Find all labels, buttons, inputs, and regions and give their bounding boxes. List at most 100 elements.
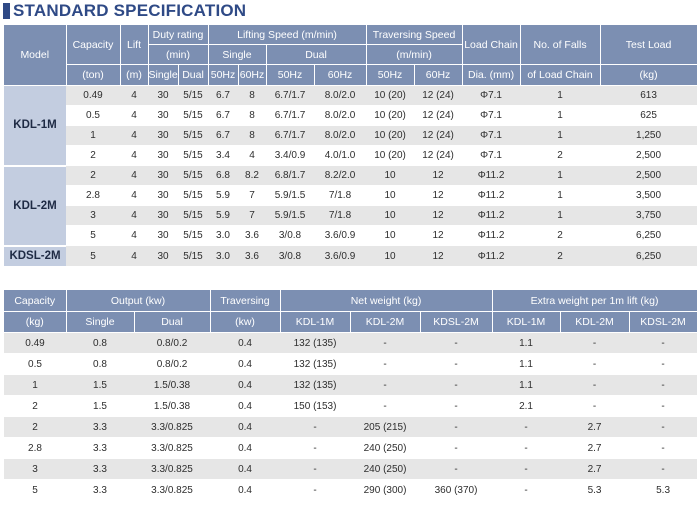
- model-cell: KDL-2M: [4, 165, 66, 247]
- weight-cell: 0.49: [4, 332, 66, 354]
- spec-cell: 8: [238, 125, 266, 146]
- weight-cell: -: [560, 353, 630, 375]
- weight-cell: -: [492, 458, 561, 480]
- weight-cell: 1: [4, 374, 66, 396]
- weight-cell: 2: [4, 416, 66, 438]
- spec-cell: 5.9: [208, 185, 238, 206]
- weight-cell: -: [492, 479, 561, 501]
- spec-cell: 5/15: [178, 225, 208, 246]
- weight-row: 0.5 0.8 0.8/0.2 0.4 132 (135) - -1.1- -: [4, 353, 698, 375]
- spec-cell: 30: [148, 125, 178, 146]
- header-duty-rating: Duty rating: [148, 25, 209, 45]
- w-header-traversing: Traversing: [210, 290, 281, 312]
- spec-cell: 30: [148, 105, 178, 126]
- weight-cell: -: [629, 395, 698, 417]
- weight-cell: 2.7: [560, 437, 630, 459]
- header-duty-unit: (min): [148, 44, 209, 65]
- spec-cell: 2: [520, 145, 601, 166]
- header-ts-unit: (m/min): [366, 44, 463, 65]
- spec-cell: 8.2/2.0: [314, 165, 367, 186]
- weight-cell: 240 (250): [350, 458, 421, 480]
- weight-cell: -: [280, 437, 351, 459]
- spec-cell: 3/0.8: [266, 225, 314, 246]
- spec-cell: 3.4: [208, 145, 238, 166]
- weight-row: 1 1.5 1.5/0.38 0.4 132 (135) - -1.1- -: [4, 374, 698, 396]
- header-falls-2: of Load Chain: [520, 64, 601, 86]
- weight-cell: 150 (153): [280, 395, 351, 417]
- spec-cell: 4: [120, 165, 148, 186]
- page-title: STANDARD SPECIFICATION: [13, 1, 247, 20]
- spec-cell: 5/15: [178, 165, 208, 186]
- header-capacity-unit: (ton): [66, 64, 121, 86]
- w-header-capacity: Capacity: [4, 290, 67, 312]
- weight-cell: 0.4: [210, 479, 281, 501]
- weight-cell: 132 (135): [280, 353, 351, 375]
- spec-cell: 30: [148, 205, 178, 226]
- weight-cell: -: [560, 374, 630, 396]
- spec-cell: 3: [66, 205, 120, 226]
- spec-cell: 6.7/1.7: [266, 85, 314, 106]
- w-header-out-dual: Dual: [134, 311, 211, 333]
- spec-cell: 7: [238, 185, 266, 206]
- spec-cell: 3.6/0.9: [314, 245, 367, 267]
- weight-cell: -: [280, 479, 351, 501]
- weight-cell: 1.1: [492, 332, 561, 354]
- weight-cell: -: [492, 416, 561, 438]
- spec-cell: 3.6/0.9: [314, 225, 367, 246]
- spec-cell: 12 (24): [414, 125, 463, 146]
- w-header-output: Output (kw): [66, 290, 211, 312]
- header-model: Model: [4, 25, 67, 86]
- spec-cell: 3.6: [238, 245, 266, 267]
- spec-cell: 7/1.8: [314, 205, 367, 226]
- weight-table-body: 0.49 0.8 0.8/0.2 0.4 132 (135) - -1.1- -0.5 0.8 0…: [4, 332, 698, 501]
- spec-cell: 1: [520, 205, 601, 226]
- w-header-capacity-unit: (kg): [4, 311, 67, 333]
- spec-cell: 10: [366, 245, 415, 267]
- spec-cell: Φ7.1: [462, 125, 521, 146]
- header-test-load: Test Load: [600, 25, 698, 65]
- weight-table: Capacity Output (kw) Traversing Net weig…: [4, 290, 698, 501]
- spec-cell: 625: [600, 105, 698, 126]
- weight-cell: 0.4: [210, 353, 281, 375]
- spec-cell: 12: [414, 185, 463, 206]
- weight-cell: -: [629, 437, 698, 459]
- spec-cell: 30: [148, 185, 178, 206]
- w-header-trav-unit: (kw): [210, 311, 281, 333]
- weight-cell: -: [350, 374, 421, 396]
- spec-cell: 6,250: [600, 225, 698, 246]
- weight-cell: 2.1: [492, 395, 561, 417]
- weight-cell: -: [280, 416, 351, 438]
- w-header-out-single: Single: [66, 311, 135, 333]
- weight-cell: -: [560, 332, 630, 354]
- header-ts-60hz: 60Hz: [414, 64, 463, 86]
- spec-cell: 5/15: [178, 205, 208, 226]
- weight-cell: 290 (300): [350, 479, 421, 501]
- spec-cell: 10 (20): [366, 105, 415, 126]
- header-ls-single-50hz: 50Hz: [208, 64, 239, 86]
- spec-row: 2 4 30 5/15 3.4 4 3.4/0.9 4.0/1.0 10 (20) 12 (24)…: [4, 145, 698, 166]
- spec-cell: 12: [414, 165, 463, 186]
- weight-cell: -: [420, 395, 493, 417]
- spec-cell: 5/15: [178, 105, 208, 126]
- spec-cell: 12 (24): [414, 105, 463, 126]
- specification-table-body: KDL-1M 0.49 4 30 5/15 6.7 8 6.7/1.7 8.0/2.0 10 (2…: [4, 85, 698, 268]
- spec-row: 2.8 4 30 5/15 5.9 7 5.9/1.5 7/1.8 10 12 Φ11.2 1 3,50…: [4, 185, 698, 206]
- weight-cell: -: [420, 437, 493, 459]
- spec-cell: 2.8: [66, 185, 120, 206]
- model-cell: KDL-1M: [4, 85, 66, 167]
- w-header-net-weight: Net weight (kg): [280, 290, 493, 312]
- weight-cell: 1.5/0.38: [134, 374, 211, 396]
- weight-cell: -: [560, 395, 630, 417]
- spec-cell: Φ11.2: [462, 205, 521, 226]
- spec-row: 1 4 30 5/15 6.7 8 6.7/1.7 8.0/2.0 10 (20) 12 (24)…: [4, 125, 698, 146]
- weight-cell: -: [629, 332, 698, 354]
- weight-cell: 1.5: [66, 395, 134, 417]
- weight-cell: 360 (370): [420, 479, 493, 501]
- spec-cell: 5/15: [178, 145, 208, 166]
- spec-cell: 10 (20): [366, 85, 415, 106]
- spec-cell: 1: [520, 125, 601, 146]
- spec-cell: Φ11.2: [462, 245, 521, 267]
- spec-cell: 5.9/1.5: [266, 185, 314, 206]
- spec-cell: 10: [366, 185, 415, 206]
- spec-cell: 10: [366, 205, 415, 226]
